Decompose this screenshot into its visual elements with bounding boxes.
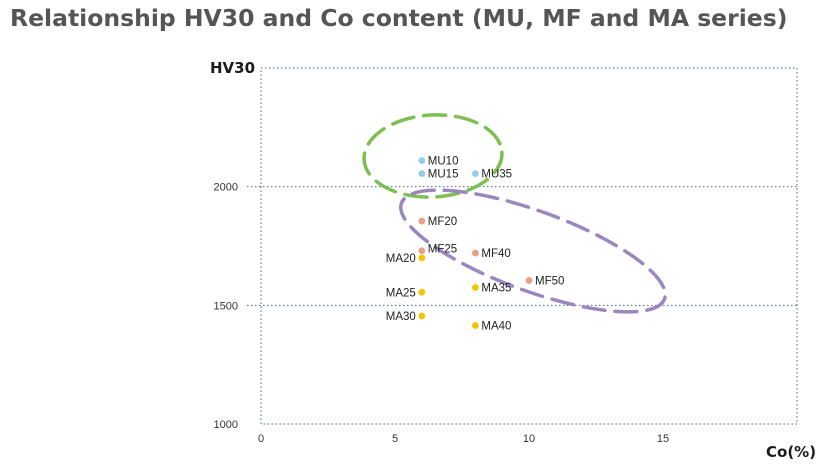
data-label: MF40 xyxy=(481,248,510,260)
data-label: MA35 xyxy=(481,283,511,295)
data-point xyxy=(525,277,533,284)
plot-border xyxy=(260,67,798,425)
data-point xyxy=(418,247,426,255)
data-point xyxy=(418,312,426,320)
y-tick-label: 1500 xyxy=(214,300,238,312)
data-point xyxy=(418,254,426,262)
data-point xyxy=(472,170,479,178)
data-label: MA30 xyxy=(386,311,416,323)
y-tick-label: 1000 xyxy=(214,419,238,431)
data-label: MA40 xyxy=(481,321,511,333)
data-label: MU35 xyxy=(481,169,512,181)
data-point xyxy=(472,249,479,257)
chart-title: Relationship HV30 and Co content (MU, MF… xyxy=(10,4,788,32)
tick-labels: 1000 1500 2000 0 5 10 15 xyxy=(214,182,670,445)
data-label: MF50 xyxy=(535,275,564,287)
x-tick-label: 5 xyxy=(392,433,398,445)
data-label: MF20 xyxy=(428,216,457,228)
data-point xyxy=(472,284,479,291)
data-label: MF25 xyxy=(428,244,457,256)
x-tick-label: 10 xyxy=(523,433,535,445)
data-point xyxy=(418,157,426,164)
y-axis-title: HV30 xyxy=(210,59,255,77)
data-point xyxy=(418,288,426,296)
data-label: MA20 xyxy=(386,253,416,265)
x-tick-label: 0 xyxy=(258,433,264,445)
data-point xyxy=(472,322,479,329)
data-point xyxy=(418,217,426,225)
grouping-ellipse xyxy=(398,188,668,314)
data-label: MU10 xyxy=(428,156,459,168)
data-label: MA25 xyxy=(386,287,416,299)
x-tick-label: 15 xyxy=(657,433,669,445)
x-axis-title: Co(%) xyxy=(766,443,816,461)
grouping-ellipses xyxy=(362,113,668,314)
data-label: MU15 xyxy=(428,169,459,181)
data-point xyxy=(418,170,426,178)
grouping-ellipse xyxy=(362,113,504,199)
data-points xyxy=(418,157,533,329)
y-tick-label: 2000 xyxy=(214,182,238,194)
grid-layer xyxy=(247,67,798,425)
